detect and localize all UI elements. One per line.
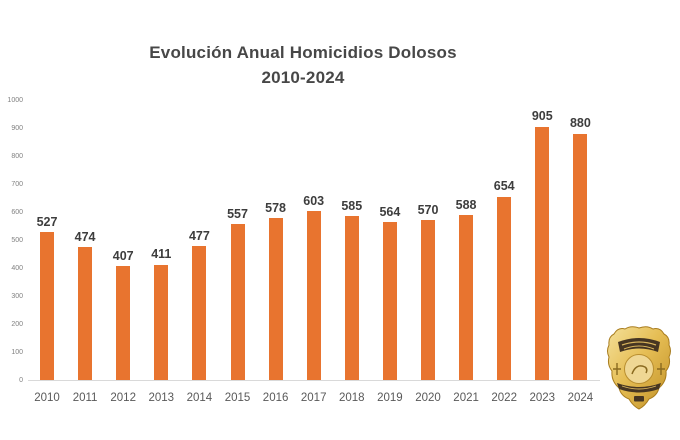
institution-badge (605, 325, 673, 413)
badge-lower-banner-text-line (621, 385, 657, 390)
y-axis-tick-400: 400 (11, 264, 23, 272)
badge-emblem-figure (631, 365, 648, 375)
x-axis-label-2023: 2023 (529, 392, 556, 404)
bar-2018 (344, 216, 359, 380)
y-axis-tick-800: 800 (11, 152, 23, 160)
x-axis-label-2011: 2011 (72, 392, 98, 404)
badge-banner-text-line (621, 341, 657, 346)
bar-2017 (306, 211, 321, 380)
y-axis-tick-1000: 1000 (7, 96, 23, 104)
value-label-2014: 477 (188, 228, 210, 243)
bar-2021 (459, 215, 474, 380)
x-axis-label-2017: 2017 (300, 392, 327, 404)
y-axis-tick-600: 600 (11, 208, 23, 216)
x-axis-label-2020: 2020 (415, 392, 441, 404)
value-label-2023: 905 (531, 109, 553, 124)
value-label-2022: 654 (493, 179, 515, 194)
bar-2020 (421, 220, 435, 380)
chart-title: Evolución Anual Homicidios Dolosos 2010-… (63, 40, 543, 90)
y-axis-tick-0: 0 (19, 376, 23, 384)
x-axis-line (28, 380, 600, 381)
value-label-2018: 585 (341, 198, 363, 213)
bar-2014 (192, 246, 207, 380)
value-label-2021: 588 (455, 197, 477, 212)
badge-bottom-plate (634, 396, 644, 402)
badge-lower-banner (617, 383, 661, 393)
bar-2015 (230, 224, 245, 380)
y-axis-tick-700: 700 (11, 180, 23, 188)
bar-2024 (573, 133, 588, 380)
bar-2019 (382, 222, 397, 380)
x-axis-label-2022: 2022 (491, 392, 517, 404)
badge-right-ornament (657, 363, 665, 375)
value-label-2024: 880 (569, 116, 591, 131)
x-axis-label-2014: 2014 (186, 392, 213, 404)
bar-2023 (535, 126, 550, 380)
value-label-2011: 474 (74, 229, 96, 244)
value-label-2020: 570 (417, 202, 439, 217)
value-label-2012: 407 (112, 248, 134, 263)
bar-2011 (78, 247, 93, 380)
bar-2016 (268, 218, 283, 380)
y-axis-tick-300: 300 (11, 292, 23, 300)
value-label-2017: 603 (303, 193, 325, 208)
value-label-2016: 578 (265, 200, 287, 215)
badge-left-ornament (613, 363, 621, 375)
bar-2013 (154, 264, 169, 380)
x-axis-label-2021: 2021 (453, 392, 479, 404)
x-axis-label-2015: 2015 (224, 392, 251, 404)
bar-2012 (116, 266, 131, 380)
chart-title-line1: Evolución Anual Homicidios Dolosos (149, 43, 457, 62)
bar-2010 (40, 232, 54, 380)
y-axis-tick-100: 100 (11, 348, 23, 356)
x-axis-label-2016: 2016 (262, 392, 289, 404)
badge-center-emblem (624, 354, 654, 384)
x-axis-label-2010: 2010 (34, 392, 60, 404)
value-label-2015: 557 (227, 206, 248, 221)
y-axis-tick-900: 900 (11, 124, 23, 132)
badge-top-banner (618, 338, 660, 352)
badge-banner-text-line (623, 345, 655, 350)
x-axis-label-2013: 2013 (148, 392, 175, 404)
x-axis-label-2019: 2019 (377, 392, 403, 404)
police-badge-icon (607, 326, 671, 410)
x-axis-label-2024: 2024 (567, 392, 594, 404)
x-axis-label-2012: 2012 (110, 392, 136, 404)
value-label-2010: 527 (36, 214, 58, 229)
x-axis-label-2018: 2018 (339, 392, 365, 404)
value-label-2019: 564 (379, 204, 401, 219)
value-label-2013: 411 (151, 247, 172, 262)
y-axis-tick-500: 500 (11, 236, 23, 244)
y-axis-tick-200: 200 (11, 320, 23, 328)
bar-2022 (497, 196, 512, 380)
chart-title-line2: 2010-2024 (261, 68, 345, 87)
